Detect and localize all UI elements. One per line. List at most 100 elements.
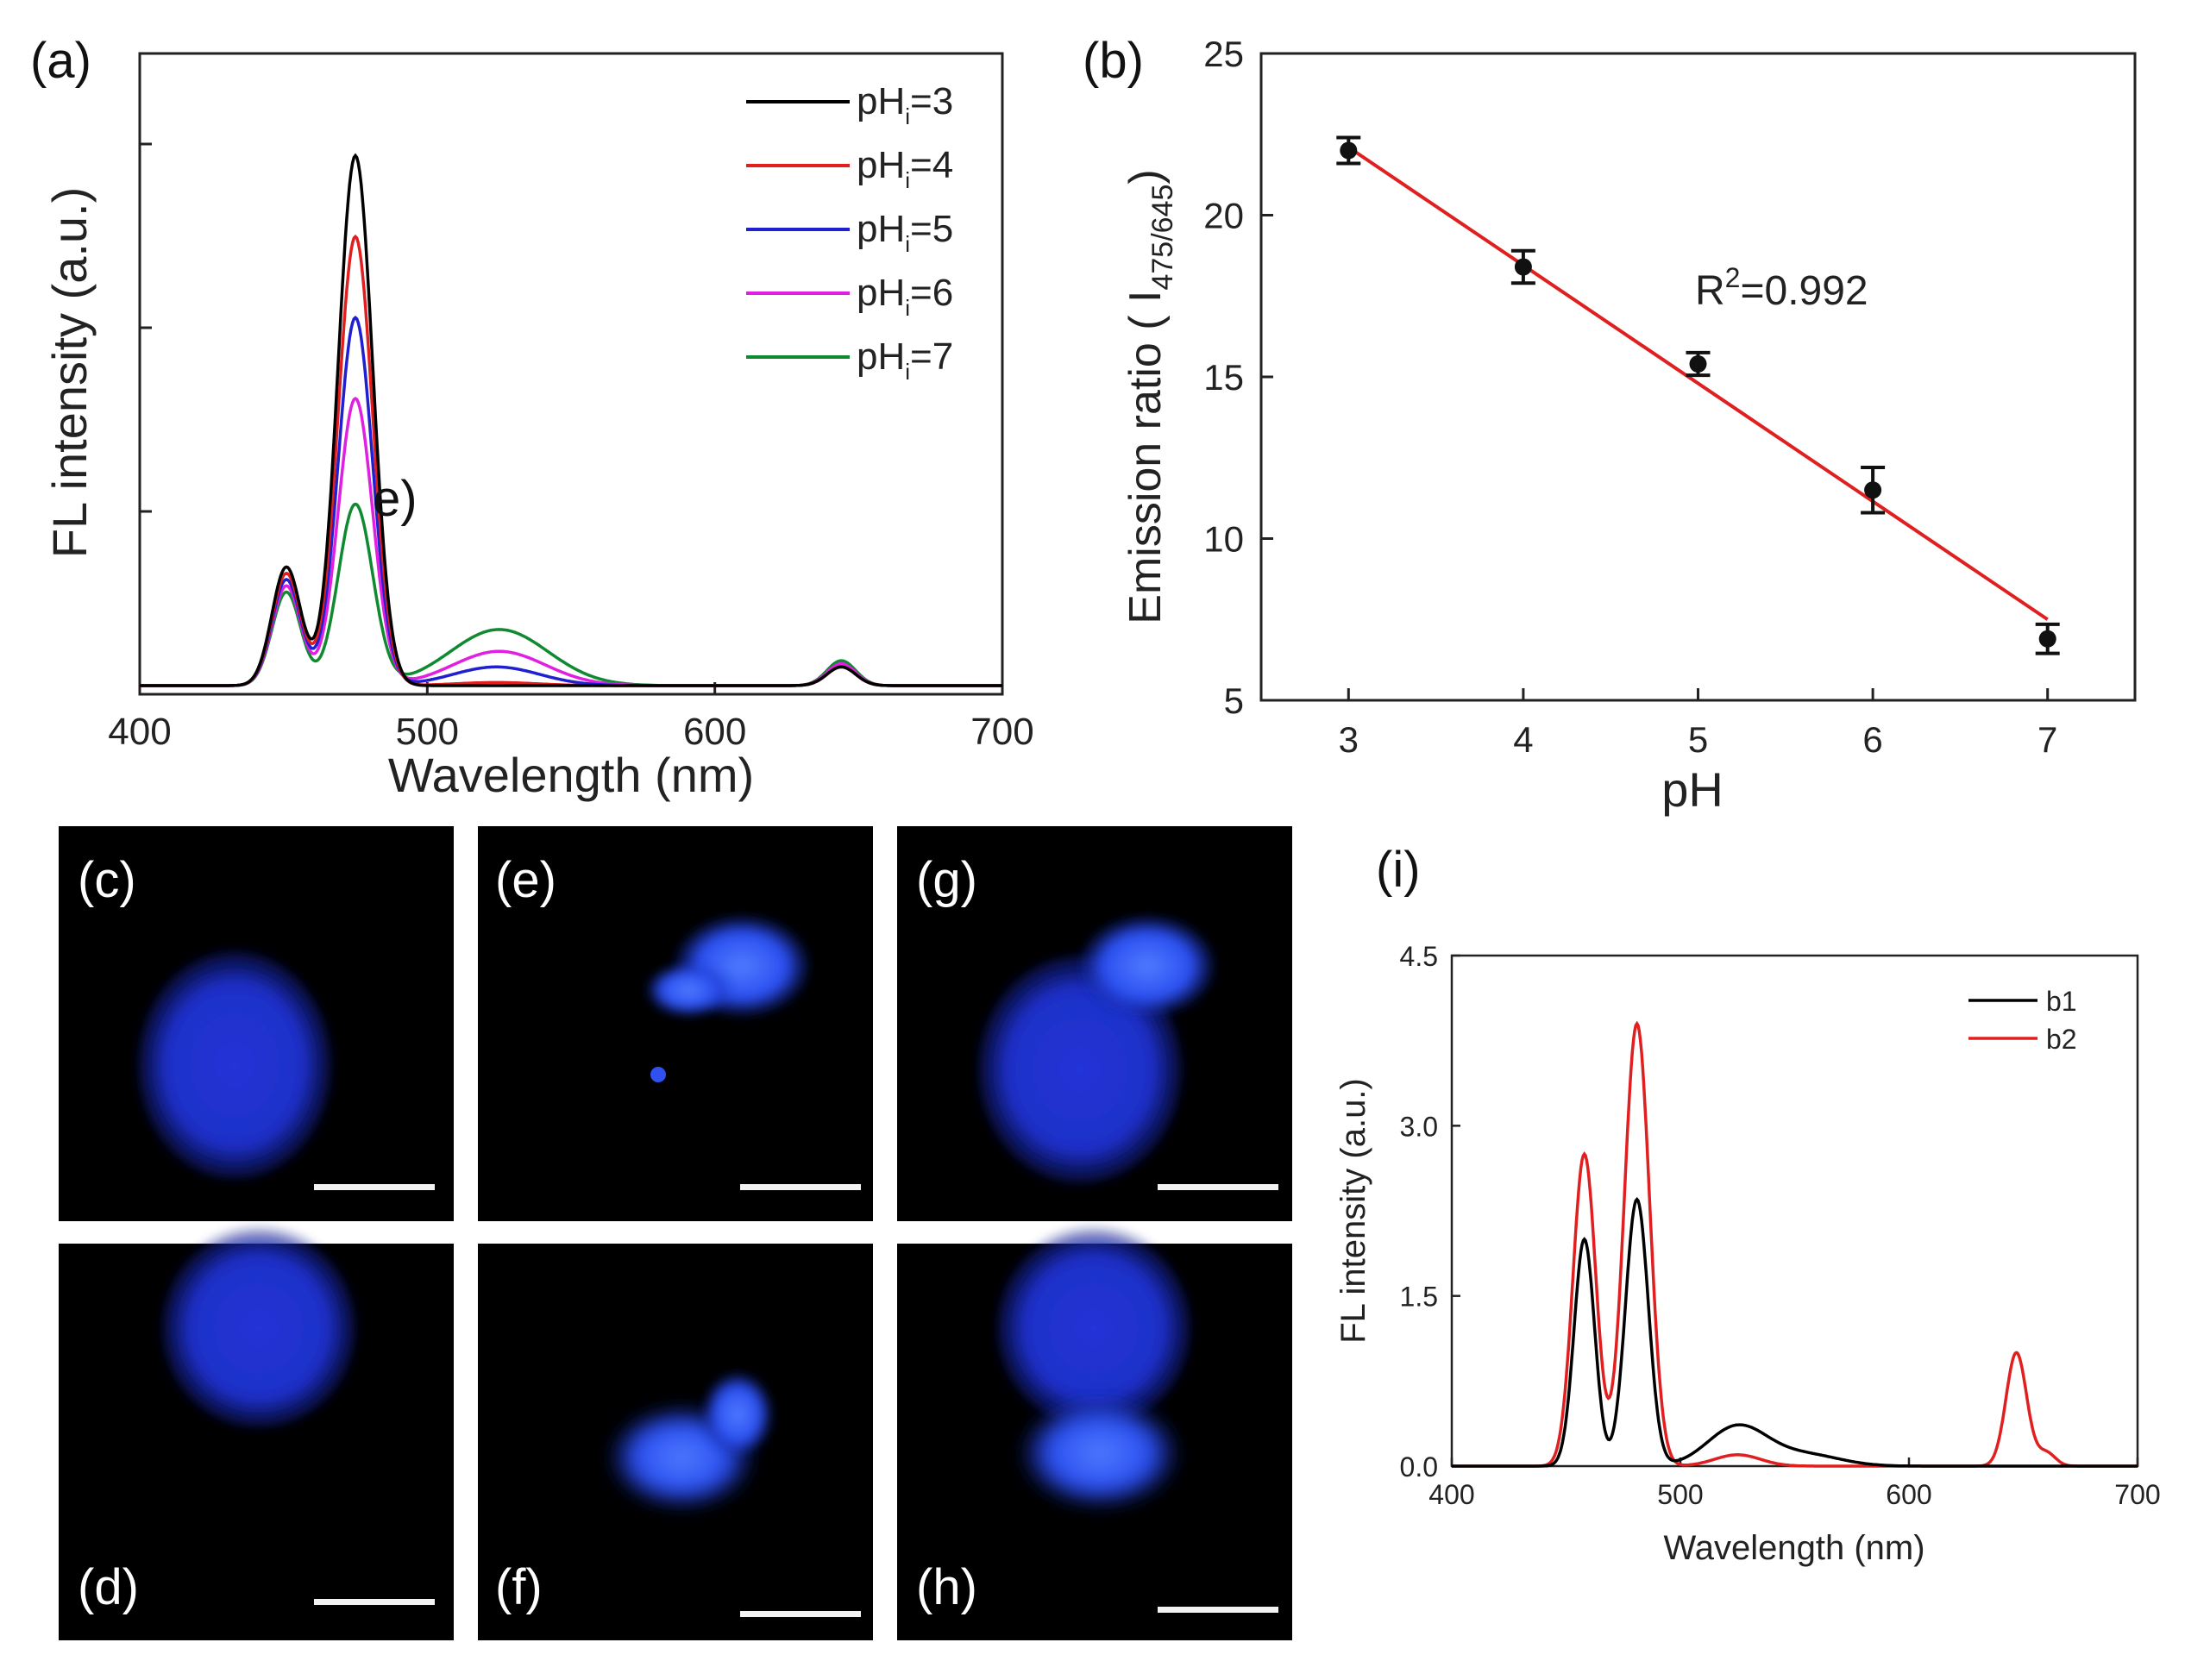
- panel-a-series-line: [140, 153, 1002, 687]
- panel-b-y-tick-label: 15: [1203, 357, 1244, 398]
- micro-e-blob-side: [647, 964, 730, 1016]
- panel-b: (b) 5 10 15 20 25 3 4 5 6 7 Emission ratio ( I47…: [1083, 33, 2137, 817]
- panel-b-points: [1336, 135, 2060, 655]
- panel-i-series-line: [1452, 1020, 2138, 1468]
- micro-g-blob: [1080, 916, 1215, 1016]
- panel-i-x-ticks: 400 500 600 700: [1428, 1457, 2161, 1510]
- micro-f-label: (f): [495, 1559, 543, 1615]
- panel-a-legend-label: pHi=7: [857, 335, 953, 385]
- micro-e-scale-bar: [740, 1184, 861, 1190]
- panel-i-x-tick-label: 600: [1886, 1479, 1931, 1510]
- micro-h-nucleus: [997, 1229, 1190, 1427]
- panel-b-x-tick-label: 4: [1513, 719, 1533, 760]
- panel-b-x-tick-label: 5: [1688, 719, 1708, 760]
- panel-i-y-tick-label: 3.0: [1400, 1111, 1438, 1142]
- micro-e-background: [478, 826, 873, 1221]
- panel-i-y-tick-label: 0.0: [1400, 1451, 1438, 1483]
- panel-i-y-ticks: 0.0 1.5 3.0 4.5: [1400, 941, 1460, 1483]
- micro-e-label: (e): [495, 852, 556, 908]
- panel-b-x-tick-label: 7: [2037, 719, 2057, 760]
- micro-f-scale-bar: [740, 1611, 861, 1617]
- microscopy-grid: (c) (e) (g) (d): [59, 826, 1292, 1640]
- panel-b-point: [1514, 258, 1532, 276]
- panel-i-x-tick-label: 400: [1428, 1479, 1474, 1510]
- panel-i-y-tick-label: 4.5: [1400, 941, 1438, 972]
- panel-i-label: (i): [1376, 842, 1421, 898]
- micro-panel-c: (c): [59, 826, 454, 1221]
- r2-tail: =0.992: [1740, 268, 1868, 314]
- micro-h-scale-bar: [1158, 1607, 1278, 1613]
- panel-i-legend-label: b2: [2046, 1024, 2077, 1055]
- panel-a-x-tick-label: 700: [970, 711, 1033, 753]
- micro-c-label: (c): [78, 852, 136, 908]
- micro-h-label: (h): [916, 1559, 977, 1615]
- panel-a-x-ticks: 400 500 600 700: [108, 682, 1034, 753]
- panel-a-legend-label: pHi=3: [857, 80, 953, 129]
- micro-panel-f: (f): [478, 1244, 873, 1640]
- panel-b-y-tick-label: 20: [1203, 196, 1244, 236]
- panel-a-curves: [140, 153, 1002, 687]
- micro-g-scale-bar: [1158, 1184, 1278, 1190]
- panel-a-x-tick-label: 600: [683, 711, 746, 753]
- panel-a-series-line: [140, 396, 1002, 687]
- micro-panel-h: (h): [897, 1229, 1292, 1640]
- panel-a-label: (a): [30, 33, 91, 89]
- panel-a-legend: pHi=3 pHi=4 pHi=5 pHi=6 pHi=7: [746, 80, 953, 385]
- panel-b-y-axis-title-main: Emission ratio ( I: [1121, 291, 1171, 624]
- micro-c-scale-bar: [314, 1184, 435, 1190]
- panel-a-x-tick-label: 400: [108, 711, 171, 753]
- micro-d-nucleus: [162, 1229, 355, 1427]
- micro-h-blob: [1022, 1400, 1177, 1507]
- panel-b-y-axis-title-tail: ): [1121, 169, 1171, 184]
- panel-b-y-axis-title: Emission ratio ( I475/645): [1121, 169, 1179, 624]
- panel-b-y-axis-title-sub: 475/645: [1146, 185, 1179, 291]
- panel-b-label: (b): [1083, 33, 1144, 89]
- panel-b-y-tick-label: 10: [1203, 519, 1244, 560]
- panel-b-fit-line: [1347, 146, 2049, 621]
- micro-e-dot: [650, 1067, 666, 1082]
- panel-b-r2-annotation: R2=0.992: [1695, 262, 1868, 314]
- panel-i-x-tick-label: 700: [2114, 1479, 2160, 1510]
- micro-d-scale-bar: [314, 1599, 435, 1605]
- panel-a-x-tick-label: 500: [396, 711, 459, 753]
- micro-panel-e: (e): [478, 826, 873, 1221]
- panel-a-y-axis-title: FL intensity (a.u.): [42, 187, 97, 559]
- r2-sup: 2: [1725, 262, 1741, 293]
- panel-i-x-tick-label: 500: [1657, 1479, 1703, 1510]
- panel-a: (a) 400 500 600 700 pHi=3pHi=4pHi=5pHi=6pHi…: [30, 33, 1034, 802]
- panel-b-fit-line-group: [1347, 146, 2049, 621]
- panel-i-y-axis-title: FL intensity (a.u.): [1334, 1078, 1372, 1344]
- panel-b-x-tick-label: 3: [1339, 719, 1359, 760]
- panel-a-legend-label: pHi=6: [857, 272, 953, 321]
- micro-c-nucleus: [138, 951, 331, 1179]
- panel-i-series-line: [1452, 1197, 2138, 1468]
- micro-g-label: (g): [916, 852, 977, 908]
- panel-i-y-tick-label: 1.5: [1400, 1282, 1438, 1313]
- panel-b-y-tick-label: 5: [1224, 680, 1244, 721]
- panel-a-legend-label: pHi=5: [857, 208, 953, 257]
- panel-i-curves: [1452, 1020, 2138, 1468]
- panel-b-point: [1340, 141, 1358, 160]
- micro-panel-d: (d): [59, 1229, 454, 1640]
- panel-i-x-axis-title: Wavelength (nm): [1663, 1529, 1924, 1567]
- panel-b-x-tick-label: 6: [1862, 719, 1882, 760]
- panel-b-y-tick-label: 25: [1203, 34, 1244, 74]
- panel-b-y-ticks: 5 10 15 20 25: [1203, 34, 1273, 721]
- panel-a-overlay-label: e): [373, 471, 418, 527]
- panel-a-y-ticks: [140, 142, 152, 513]
- panel-b-point: [2038, 630, 2056, 648]
- micro-d-label: (d): [78, 1559, 139, 1615]
- panel-a-frame: [138, 52, 1004, 696]
- micro-f-blob-top: [703, 1373, 772, 1456]
- panel-a-series-line: [140, 502, 1002, 687]
- panel-b-point: [1864, 481, 1882, 499]
- r2-base: R: [1695, 268, 1725, 314]
- micro-panel-g: (g): [897, 826, 1292, 1221]
- panel-a-x-axis-title: Wavelength (nm): [388, 748, 754, 802]
- panel-b-x-ticks: 3 4 5 6 7: [1339, 688, 2057, 760]
- panel-b-point: [1689, 355, 1707, 373]
